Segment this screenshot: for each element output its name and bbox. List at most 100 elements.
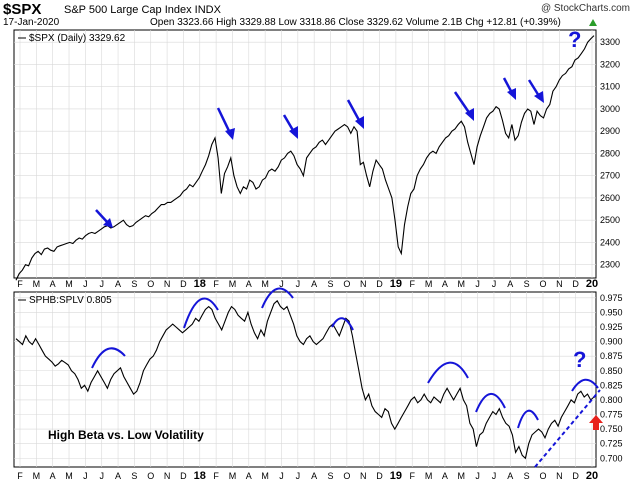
ratio-panel-frame (13, 291, 597, 468)
price-y-tick-label: 2500 (600, 215, 620, 225)
price-y-tick-label: 3300 (600, 37, 620, 47)
ratio-x-tick-label: D (376, 471, 383, 481)
dashed-trendline (534, 389, 601, 468)
ratio-x-tick-label: D (180, 471, 187, 481)
price-x-tick-label: M (458, 279, 466, 289)
ratio-x-tick-label: M (229, 471, 237, 481)
annotation-arrow-7 (527, 79, 544, 103)
ratio-x-tick-label: O (343, 471, 350, 481)
price-x-tick-label: O (539, 279, 546, 289)
price-x-tick-label: A (246, 279, 252, 289)
ratio-y-tick-label: 0.875 (600, 351, 623, 361)
ratio-x-tick-label: J (492, 471, 497, 481)
price-x-tick-label: S (328, 279, 334, 289)
price-x-tick-label: 19 (390, 278, 402, 290)
ratio-y-tick-label: 0.725 (600, 439, 623, 449)
price-x-tick-label: D (376, 279, 383, 289)
price-x-tick-label: 20 (586, 278, 598, 290)
ratio-x-tick-label: J (296, 471, 301, 481)
chart-instrument-name: S&P 500 Large Cap Index INDX (64, 4, 221, 16)
price-x-axis: F M A M J J A S O N D 18 F M A M J J A S O N D 19 F M A M J J A S O N D 20 (17, 278, 598, 290)
ratio-x-tick-label: F (17, 471, 23, 481)
price-x-tick-label: M (425, 279, 433, 289)
price-x-tick-label: N (556, 279, 563, 289)
price-x-tick-label: A (442, 279, 448, 289)
ratio-x-tick-label: F (409, 471, 415, 481)
spx-price-line (15, 35, 595, 281)
ratio-y-tick-label: 0.700 (600, 453, 623, 463)
price-y-tick-label: 2300 (600, 260, 620, 270)
ratio-y-tick-label: 0.950 (600, 307, 623, 317)
price-y-tick-label: 3000 (600, 104, 620, 114)
price-legend: $SPX (Daily) 3329.62 (18, 33, 126, 44)
price-x-tick-label: M (229, 279, 237, 289)
price-x-tick-label: J (99, 279, 104, 289)
price-x-tick-label: O (343, 279, 350, 289)
price-x-tick-label: N (164, 279, 171, 289)
price-x-tick-label: D (572, 279, 579, 289)
rollover-arc (427, 361, 469, 384)
ratio-x-tick-label: O (539, 471, 546, 481)
annotation-arrow-2 (216, 107, 235, 140)
price-x-tick-label: 18 (194, 278, 206, 290)
ratio-x-tick-label: A (442, 471, 448, 481)
ratio-x-tick-label: A (246, 471, 252, 481)
ratio-x-tick-label: A (507, 471, 513, 481)
price-x-tick-label: J (492, 279, 497, 289)
price-y-tick-label: 2900 (600, 126, 620, 136)
ratio-x-tick-label: M (33, 471, 41, 481)
ratio-annotation-text: High Beta vs. Low Volatility (48, 428, 204, 442)
ratio-x-tick-label: J (475, 471, 480, 481)
rollover-arc (517, 409, 539, 429)
rollover-arc (91, 347, 126, 369)
ratio-x-tick-label: M (261, 471, 269, 481)
ratio-x-tick-label: A (50, 471, 56, 481)
ratio-x-tick-label: A (115, 471, 121, 481)
annotation-arrow-5 (453, 91, 474, 121)
ratio-x-tick-label: S (524, 471, 530, 481)
ratio-y-tick-label: 0.975 (600, 293, 623, 303)
annotation-arrow-6 (502, 77, 516, 100)
rollover-arc (183, 297, 219, 329)
stockcharts-watermark: @ StockCharts.com (540, 3, 630, 14)
ratio-x-tick-label: J (83, 471, 88, 481)
triangle-up-icon (589, 19, 597, 26)
ratio-y-tick-label: 0.925 (600, 322, 623, 332)
price-y-tick-label: 3100 (600, 82, 620, 92)
ratio-x-tick-label: M (425, 471, 433, 481)
ratio-legend: SPHB:SPLV 0.805 (18, 295, 112, 306)
price-x-tick-label: S (524, 279, 530, 289)
price-y-tick-label: 2700 (600, 171, 620, 181)
annotation-arrow-4 (346, 99, 364, 129)
price-x-tick-label: D (180, 279, 187, 289)
chart-date: 17-Jan-2020 (3, 17, 60, 28)
annotation-arrow-3 (282, 114, 298, 139)
sphb-splv-ratio-line (15, 299, 595, 460)
ratio-x-tick-label: F (213, 471, 219, 481)
ratio-x-tick-label: N (164, 471, 171, 481)
price-x-tick-label: M (65, 279, 73, 289)
price-x-tick-label: A (507, 279, 513, 289)
ratio-y-tick-label: 0.825 (600, 380, 623, 390)
red-up-arrow (589, 415, 603, 430)
price-x-tick-label: J (83, 279, 88, 289)
price-x-tick-label: A (311, 279, 317, 289)
ratio-x-tick-label: D (572, 471, 579, 481)
ratio-x-axis: F M A M J J A S O N D 18 F M A M J J A S O N D 19 F M A M J J A S O N D 20 (17, 470, 598, 482)
ratio-y-tick-label: 0.850 (600, 366, 623, 376)
ratio-x-tick-label: J (279, 471, 284, 481)
price-x-tick-label: J (475, 279, 480, 289)
ratio-x-tick-label: S (328, 471, 334, 481)
ratio-y-axis: 0.700 0.725 0.750 0.775 0.800 0.825 0.850 0.875… (600, 293, 623, 463)
annotation-arrow-1 (95, 209, 113, 228)
rollover-arc (331, 317, 354, 331)
price-x-tick-label: A (50, 279, 56, 289)
price-y-tick-label: 2600 (600, 193, 620, 203)
ratio-y-tick-label: 0.800 (600, 395, 623, 405)
ratio-x-tick-label: 19 (390, 470, 402, 482)
ratio-panel-title: SPHB:SPLV 0.805 (29, 295, 112, 306)
price-x-tick-label: S (131, 279, 137, 289)
price-x-tick-label: M (33, 279, 41, 289)
price-x-tick-label: A (115, 279, 121, 289)
ratio-x-tick-label: M (458, 471, 466, 481)
